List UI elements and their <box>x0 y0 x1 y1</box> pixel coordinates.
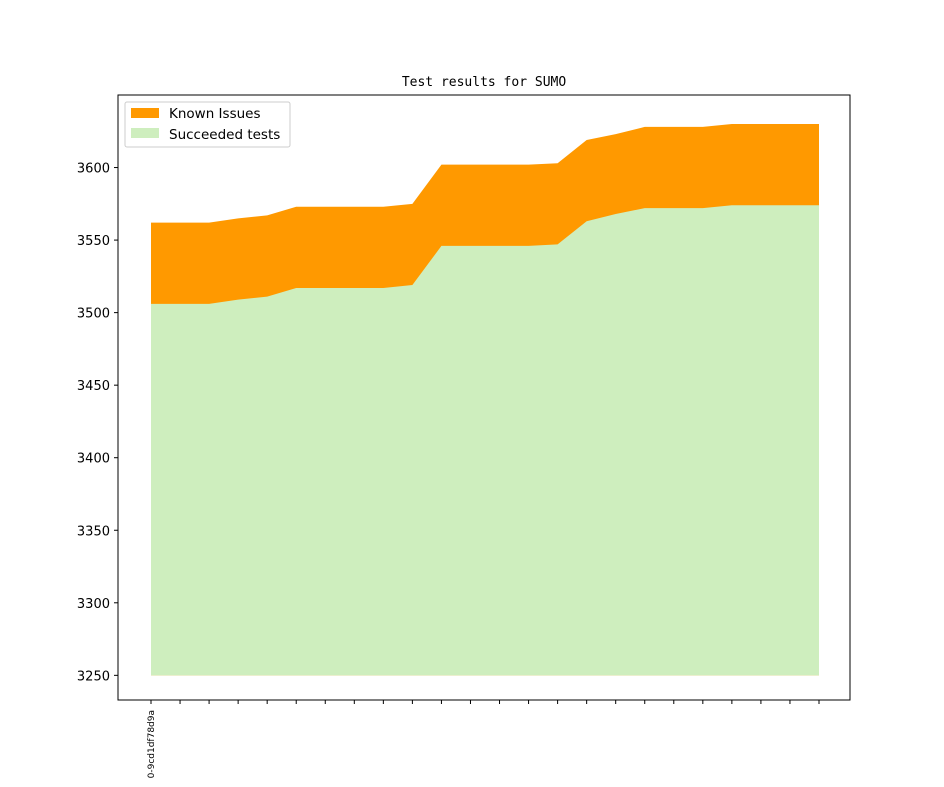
legend-swatch-succeeded-tests <box>131 128 159 138</box>
chart-title: Test results for SUMO <box>402 75 567 90</box>
y-tick-label: 3300 <box>77 597 110 612</box>
x-tick-label: 0-9cd1df78d9a <box>147 710 157 778</box>
area-layer <box>151 124 819 676</box>
legend-label-known-issues: Known Issues <box>169 106 261 122</box>
legend-swatch-known-issues <box>131 108 159 118</box>
y-tick-label: 3600 <box>77 162 110 177</box>
area-succeeded-tests <box>151 205 819 676</box>
plot-frame <box>117 94 851 701</box>
y-tick-label: 3500 <box>77 307 110 322</box>
legend: Known Issues Succeeded tests <box>124 101 291 148</box>
legend-label-succeeded-tests: Succeeded tests <box>169 127 280 143</box>
y-tick-label: 3400 <box>77 452 110 467</box>
y-tick-label: 3450 <box>77 379 110 394</box>
y-axis: 3250 3300 3350 3400 3450 3500 3550 3600 <box>77 162 118 684</box>
x-axis: 0-9cd1df78d9a <box>147 700 820 778</box>
y-tick-label: 3350 <box>77 524 110 539</box>
y-tick-label: 3550 <box>77 234 110 249</box>
legend-box <box>124 101 291 148</box>
y-tick-label: 3250 <box>77 669 110 684</box>
